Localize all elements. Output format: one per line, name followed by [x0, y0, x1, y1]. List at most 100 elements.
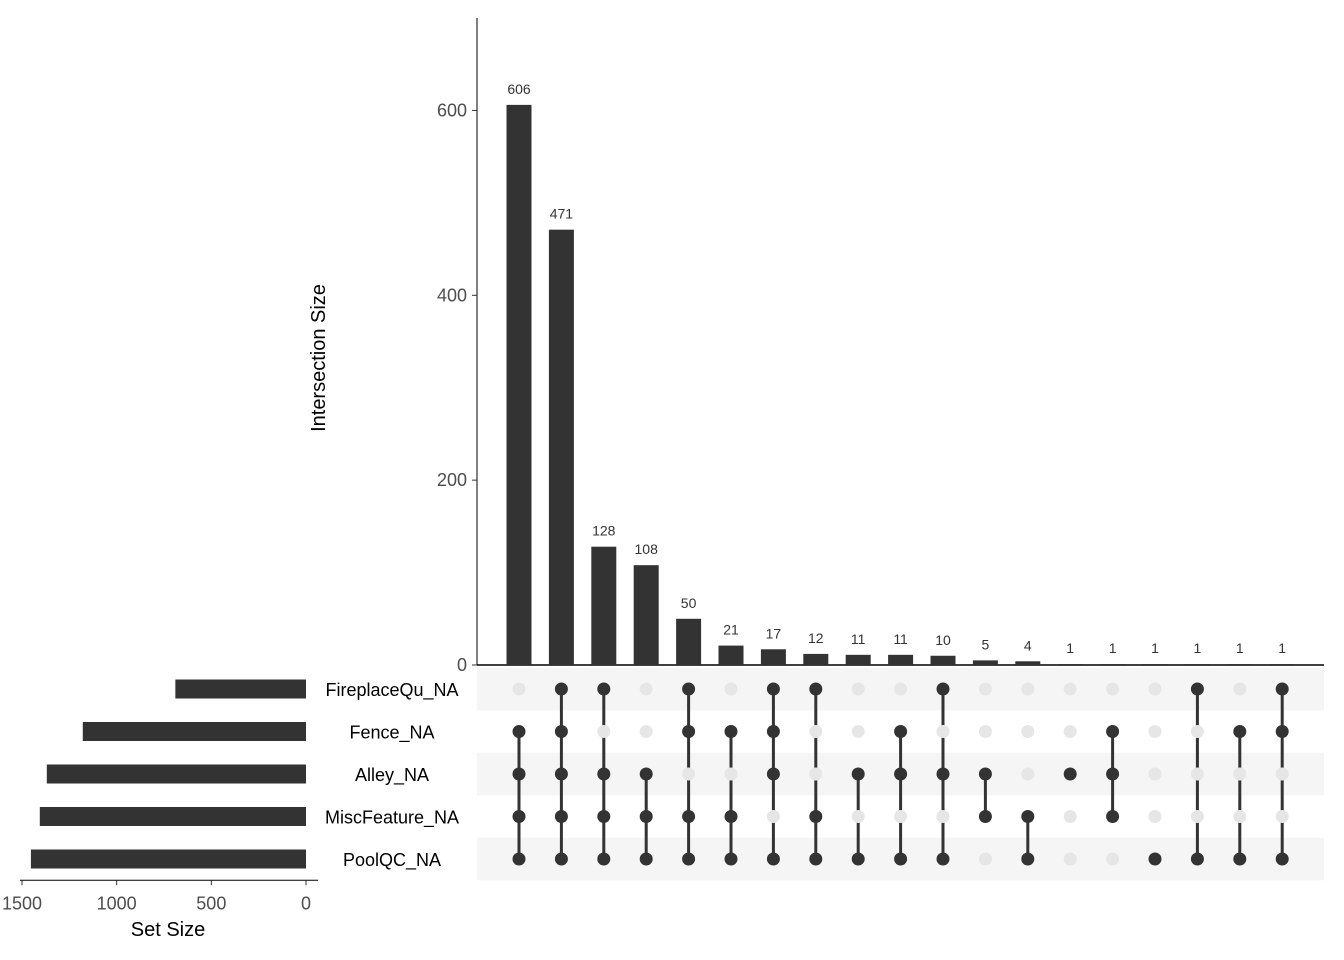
matrix-dot-active [554, 852, 568, 866]
intersection-bar-label: 21 [723, 622, 739, 638]
matrix-dot-active [724, 725, 738, 738]
matrix-dot-inactive [936, 810, 950, 823]
matrix-dot-active [682, 725, 696, 738]
matrix-dot-inactive [851, 682, 865, 696]
set-size-axis: 1500 1000 500 0 [2, 879, 318, 913]
intersection-bar-label: 1 [1066, 640, 1074, 656]
y-axis-title: Intersection Size [308, 284, 330, 432]
matrix-dot-inactive [1233, 767, 1247, 781]
set-size-tick-label: 500 [196, 893, 226, 913]
matrix-dot-inactive [724, 767, 738, 781]
intersection-bar-label: 1 [1236, 640, 1244, 656]
matrix-dot-active [597, 767, 611, 781]
matrix-dot-inactive [894, 682, 908, 696]
set-size-bar [46, 764, 306, 784]
matrix-dot-active [724, 810, 738, 823]
intersection-bar [1142, 664, 1168, 665]
matrix-dot-active [809, 682, 823, 696]
matrix-dot-active [809, 852, 823, 866]
intersection-bar-label: 5 [982, 636, 990, 652]
set-size-tick-label: 0 [301, 893, 311, 913]
matrix-dot-inactive [936, 725, 950, 738]
matrix-dot-inactive [639, 682, 653, 696]
matrix-dot-active [894, 852, 908, 866]
matrix-dot-inactive [978, 682, 992, 696]
matrix-dot-inactive [1190, 767, 1204, 781]
matrix-dot-inactive [1148, 725, 1162, 738]
intersection-bar-label: 4 [1024, 637, 1032, 653]
matrix-dot-active [1106, 810, 1120, 823]
intersection-bar-label: 1 [1109, 640, 1117, 656]
intersection-bar-label: 11 [851, 631, 866, 647]
matrix-dot-inactive [1021, 725, 1035, 738]
matrix-dot-inactive [1021, 767, 1035, 781]
matrix-dot-inactive [809, 767, 823, 781]
matrix-dot-inactive [1063, 682, 1077, 696]
matrix-dot-active [894, 767, 908, 781]
set-size-bars [30, 679, 306, 869]
intersection-bar-label: 471 [550, 206, 574, 222]
matrix-dot-active [554, 767, 568, 781]
matrix-dot-active [639, 810, 653, 823]
matrix-dot-inactive [1148, 810, 1162, 823]
y-tick-label: 200 [437, 470, 467, 490]
matrix-dot-inactive [1233, 810, 1247, 823]
matrix-dot-inactive [1275, 810, 1289, 823]
set-size-bar [82, 722, 306, 741]
intersection-bar [1100, 664, 1126, 665]
matrix-dot-active [1063, 767, 1077, 781]
intersection-bar [633, 565, 659, 665]
matrix-dot-active [894, 725, 908, 738]
matrix-dot-active [682, 682, 696, 696]
set-size-tick-label: 1500 [2, 893, 42, 913]
matrix-dot-active [809, 810, 823, 823]
matrix-dot-inactive [894, 810, 908, 823]
intersection-bar-label: 128 [592, 523, 616, 539]
matrix-dot-inactive [1275, 767, 1289, 781]
matrix-dot-active [1106, 767, 1120, 781]
intersection-bar [845, 654, 871, 665]
y-tick-label: 600 [437, 100, 467, 120]
matrix-dot-active [1275, 852, 1289, 866]
set-label: Fence_NA [349, 723, 434, 744]
matrix-dot-active [1148, 852, 1162, 866]
matrix-dot-active [766, 725, 780, 738]
matrix-dot-inactive [809, 725, 823, 738]
intersection-size-axis: 0 200 400 600 [437, 18, 1324, 675]
matrix-dot-active [851, 852, 865, 866]
matrix-dot-active [512, 810, 526, 823]
intersection-bar-label: 50 [681, 595, 697, 611]
set-label: Alley_NA [355, 765, 429, 786]
intersection-bar [1227, 664, 1253, 665]
matrix-dot-inactive [639, 725, 653, 738]
matrix-dot-active [724, 852, 738, 866]
matrix-dot-active [766, 852, 780, 866]
matrix-dot-inactive [1148, 682, 1162, 696]
matrix-dot-active [682, 852, 696, 866]
matrix-dot-active [766, 682, 780, 696]
intersection-bar [506, 104, 532, 665]
matrix-dot-active [512, 767, 526, 781]
matrix-dot-inactive [1063, 810, 1077, 823]
set-size-axis-title: Set Size [131, 919, 205, 941]
intersection-bar [591, 546, 617, 665]
intersection-bar [1269, 664, 1295, 665]
intersection-matrix [512, 682, 1289, 866]
intersection-bar-label: 17 [766, 625, 782, 641]
matrix-dot-active [936, 767, 950, 781]
matrix-dot-active [512, 725, 526, 738]
matrix-dot-inactive [682, 767, 696, 781]
set-size-bar [30, 849, 306, 869]
set-size-tick-label: 1000 [97, 893, 137, 913]
set-label: PoolQC_NA [343, 850, 441, 871]
matrix-dot-active [597, 682, 611, 696]
matrix-dot-inactive [1106, 852, 1120, 866]
matrix-dot-active [936, 852, 950, 866]
matrix-dot-inactive [851, 725, 865, 738]
matrix-dot-active [1106, 725, 1120, 738]
matrix-dot-inactive [724, 682, 738, 696]
matrix-dot-active [1275, 725, 1289, 738]
matrix-dot-inactive [1106, 682, 1120, 696]
set-label: FireplaceQu_NA [325, 680, 458, 701]
